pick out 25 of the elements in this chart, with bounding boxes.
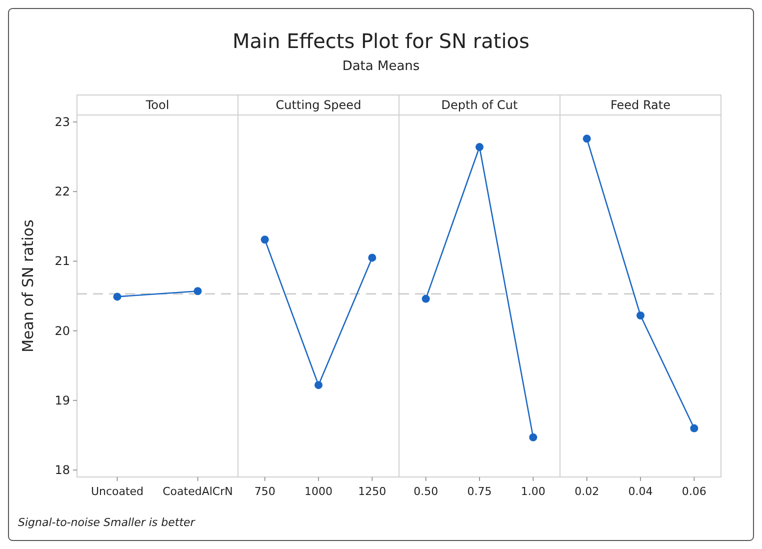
y-tick-label: 22 [54, 184, 70, 199]
y-tick-label: 23 [54, 114, 70, 129]
chart-title: Cutting Speed [276, 98, 362, 112]
x-tick-label: 0.02 [574, 485, 600, 498]
y-tick-label: 20 [54, 324, 70, 338]
chart-title: Feed Rate [610, 98, 670, 112]
x-tick-label: 0.75 [467, 485, 492, 498]
chart-title: Tool [144, 98, 170, 112]
x-tick-label: 0.50 [414, 485, 438, 498]
y-tick-label: 19 [54, 393, 70, 408]
y-tick-label: 18 [54, 463, 70, 478]
y-tick-label: 21 [54, 254, 70, 268]
text: Data Means [342, 59, 420, 74]
x-tick-label: 1250 [358, 485, 386, 498]
y-axis-title: Mean of SN ratios [19, 219, 37, 352]
x-tick-label: Uncoated [90, 485, 144, 498]
text: Signal-to-noise Smaller is better [18, 516, 196, 529]
x-tick-label: 0.06 [682, 485, 706, 498]
text: Main Effects Plot for SN ratios [232, 29, 530, 53]
x-tick-label: 1000 [304, 485, 332, 498]
chart-title: Depth of Cut [441, 98, 518, 112]
x-tick-label: 750 [254, 485, 276, 498]
x-tick-label: 1.00 [520, 485, 546, 498]
x-tick-label: CoatedAlCrN [162, 485, 233, 498]
x-tick-label: 0.04 [628, 485, 653, 498]
